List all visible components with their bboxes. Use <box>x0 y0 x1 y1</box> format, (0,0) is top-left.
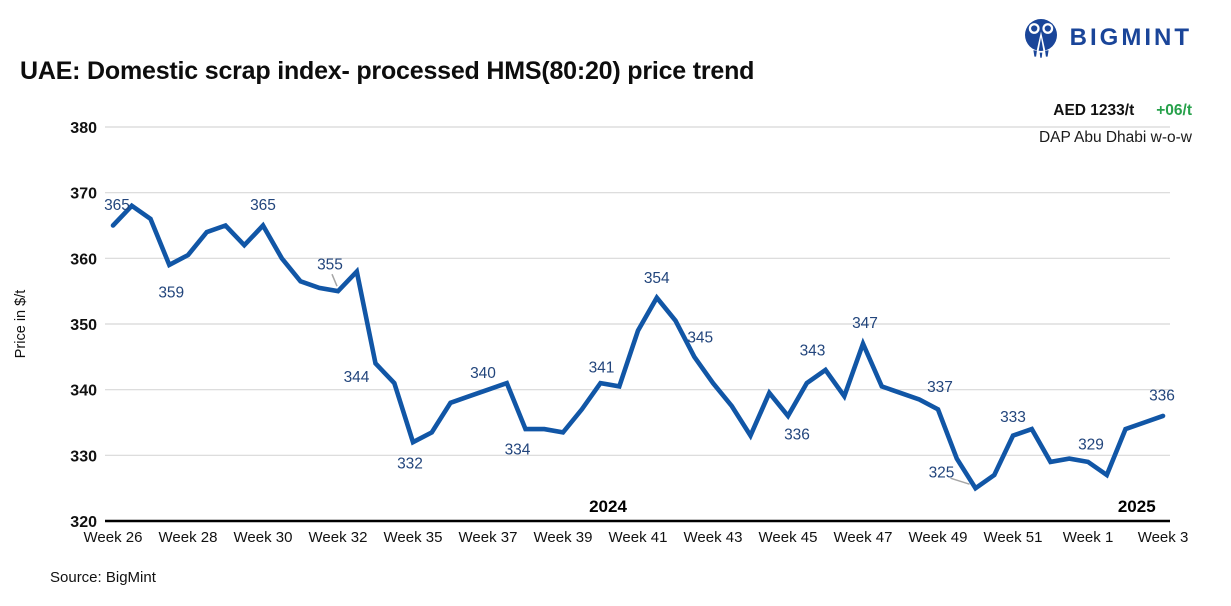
point-label: 345 <box>687 329 713 346</box>
x-tick-label: Week 43 <box>684 529 743 546</box>
point-label: 341 <box>589 360 615 377</box>
year-marker: 2025 <box>1118 497 1156 516</box>
y-tick-label: 350 <box>70 317 97 334</box>
point-label: 329 <box>1078 436 1104 453</box>
x-tick-label: Week 47 <box>834 529 893 546</box>
y-tick-label: 340 <box>70 383 97 400</box>
point-label: 347 <box>852 315 878 332</box>
x-tick-label: Week 30 <box>234 529 293 546</box>
source-note: Source: BigMint <box>50 569 156 586</box>
x-tick-label: Week 37 <box>459 529 518 546</box>
label-leader-line <box>950 477 970 485</box>
x-tick-label: Week 39 <box>534 529 593 546</box>
y-tick-label: 360 <box>70 251 97 268</box>
price-annotation: AED 1233/t +06/t DAP Abu Dhabi w-o-w <box>1039 102 1192 147</box>
x-tick-label: Week 35 <box>384 529 443 546</box>
point-label: 334 <box>505 442 531 459</box>
y-tick-label: 330 <box>70 448 97 465</box>
y-tick-label: 380 <box>70 120 97 137</box>
point-label: 359 <box>158 284 184 301</box>
x-tick-label: Week 3 <box>1138 529 1189 546</box>
label-leader-line <box>331 273 338 287</box>
point-label: 336 <box>784 426 810 443</box>
price-value: AED 1233/t <box>1053 102 1135 119</box>
price-line <box>110 202 1166 492</box>
year-marker: 2024 <box>589 497 627 516</box>
y-tick-label: 320 <box>70 514 97 531</box>
point-label: 355 <box>317 257 343 274</box>
chart-title: UAE: Domestic scrap index- processed HMS… <box>20 57 755 85</box>
x-tick-label: Week 51 <box>984 529 1043 546</box>
point-label: 336 <box>1149 387 1175 404</box>
price-change: +06/t <box>1156 102 1192 119</box>
point-label: 325 <box>929 465 955 482</box>
point-label: 365 <box>250 197 276 214</box>
point-label: 333 <box>1000 409 1026 426</box>
x-axis-labels: Week 26 Week 28 Week 30 Week 32 Week 35 Week … <box>84 529 1189 546</box>
point-labels: 365 359 365 355 344 332 340 334 341 354 345 336 343 3… <box>104 197 1175 485</box>
point-label: 332 <box>397 456 423 473</box>
gridlines <box>105 126 1170 456</box>
point-label: 337 <box>927 379 953 396</box>
x-tick-label: Week 41 <box>609 529 668 546</box>
point-label: 365 <box>104 197 130 214</box>
y-tick-label: 370 <box>70 186 97 203</box>
price-subtitle: DAP Abu Dhabi w-o-w <box>1038 129 1192 146</box>
y-axis-labels: 320 330 340 350 360 370 380 <box>70 120 97 531</box>
point-label: 354 <box>644 270 670 287</box>
y-axis-title: Price in $/t <box>13 290 29 359</box>
point-label: 343 <box>800 342 826 359</box>
x-tick-label: Week 49 <box>909 529 968 546</box>
point-label: 340 <box>470 365 496 382</box>
x-tick-label: Week 32 <box>309 529 368 546</box>
bigmint-logo: BIGMINT <box>1021 16 1192 60</box>
x-tick-label: Week 45 <box>759 529 818 546</box>
brand-name: BIGMINT <box>1069 24 1192 51</box>
x-tick-label: Week 28 <box>159 529 218 546</box>
point-label: 344 <box>344 369 370 386</box>
x-tick-label: Week 1 <box>1063 529 1114 546</box>
x-tick-label: Week 26 <box>84 529 143 546</box>
people-circle-icon <box>1021 16 1061 60</box>
